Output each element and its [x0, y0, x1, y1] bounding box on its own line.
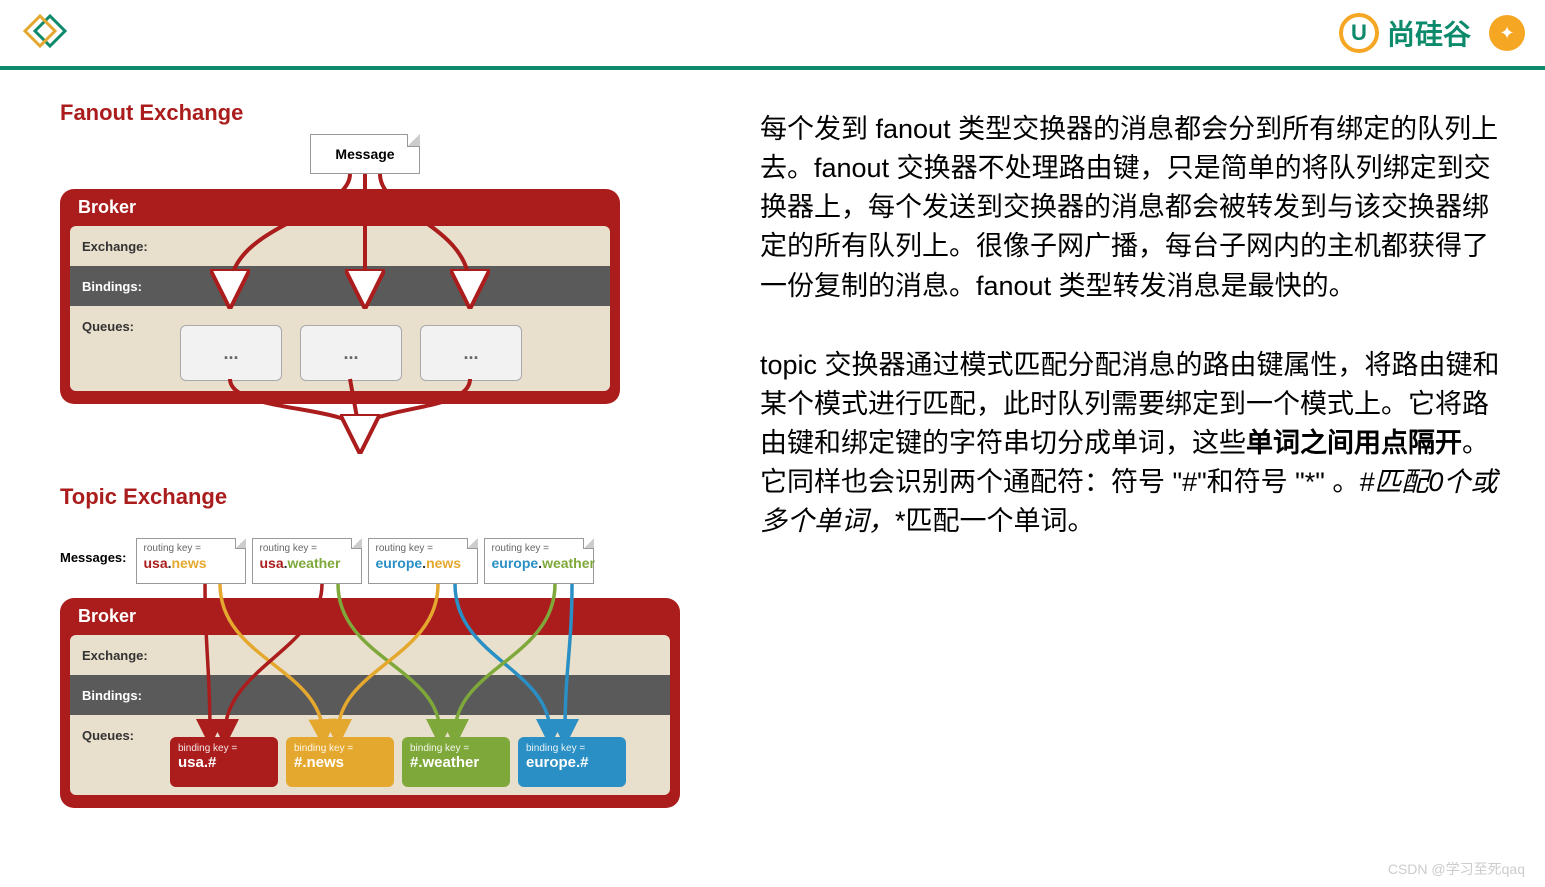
- watermark-badge-icon: ✦: [1489, 15, 1525, 51]
- messages-label: Messages:: [60, 538, 126, 565]
- fanout-explain: 每个发到 fanout 类型交换器的消息都会分到所有绑定的队列上去。fanout…: [760, 110, 1505, 306]
- messages-row: Messages: routing key =usa.newsrouting k…: [60, 538, 594, 584]
- fanout-diagram: Message Broker Exchange: Bindings: Queue…: [60, 134, 620, 454]
- binding-key-box-1: binding key =#.news: [286, 737, 394, 787]
- csdn-watermark: CSDN @学习至死qaq: [1388, 859, 1525, 879]
- routing-key-box-3: routing key =europe.weather: [484, 538, 594, 584]
- topic-broker: Broker Exchange: Bindings: Queues: bindi…: [60, 598, 680, 808]
- fanout-queue-2: ...: [300, 325, 402, 381]
- exchange-row: Exchange:: [70, 635, 670, 675]
- topic-diagram: Messages: routing key =usa.newsrouting k…: [60, 518, 680, 818]
- routing-key-box-1: routing key =usa.weather: [252, 538, 362, 584]
- brand-text: 尚硅谷: [1387, 13, 1471, 53]
- routing-key-box-0: routing key =usa.news: [136, 538, 246, 584]
- topic-title: Topic Exchange: [60, 484, 720, 510]
- broker-inner: Exchange: Bindings: Queues: ... ... ...: [70, 226, 610, 391]
- bindings-row: Bindings:: [70, 675, 670, 715]
- fanout-queue-3: ...: [420, 325, 522, 381]
- fanout-title: Fanout Exchange: [60, 100, 720, 126]
- fanout-queue-1: ...: [180, 325, 282, 381]
- exchange-row: Exchange:: [70, 226, 610, 266]
- binding-key-box-2: binding key =#.weather: [402, 737, 510, 787]
- explanation-column: 每个发到 fanout 类型交换器的消息都会分到所有绑定的队列上去。fanout…: [760, 100, 1505, 818]
- content-area: Fanout Exchange Message Broker Exchange:…: [0, 70, 1545, 838]
- brand-right: U 尚硅谷 ✦: [1339, 13, 1525, 53]
- broker-inner: Exchange: Bindings: Queues: binding key …: [70, 635, 670, 795]
- brand-icon: U: [1339, 13, 1379, 53]
- broker-label: Broker: [60, 598, 680, 635]
- bindings-row: Bindings:: [70, 266, 610, 306]
- diagrams-column: Fanout Exchange Message Broker Exchange:…: [60, 100, 720, 818]
- fanout-broker: Broker Exchange: Bindings: Queues: ... .…: [60, 189, 620, 404]
- page-header: U 尚硅谷 ✦: [0, 0, 1545, 70]
- fanout-message-box: Message: [310, 134, 420, 174]
- routing-key-box-2: routing key =europe.news: [368, 538, 478, 584]
- topic-explain: topic 交换器通过模式匹配分配消息的路由键属性，将路由键和某个模式进行匹配，…: [760, 346, 1505, 542]
- binding-key-box-3: binding key =europe.#: [518, 737, 626, 787]
- logo-left-icon: [20, 7, 80, 60]
- broker-label: Broker: [60, 189, 620, 226]
- binding-key-box-0: binding key =usa.#: [170, 737, 278, 787]
